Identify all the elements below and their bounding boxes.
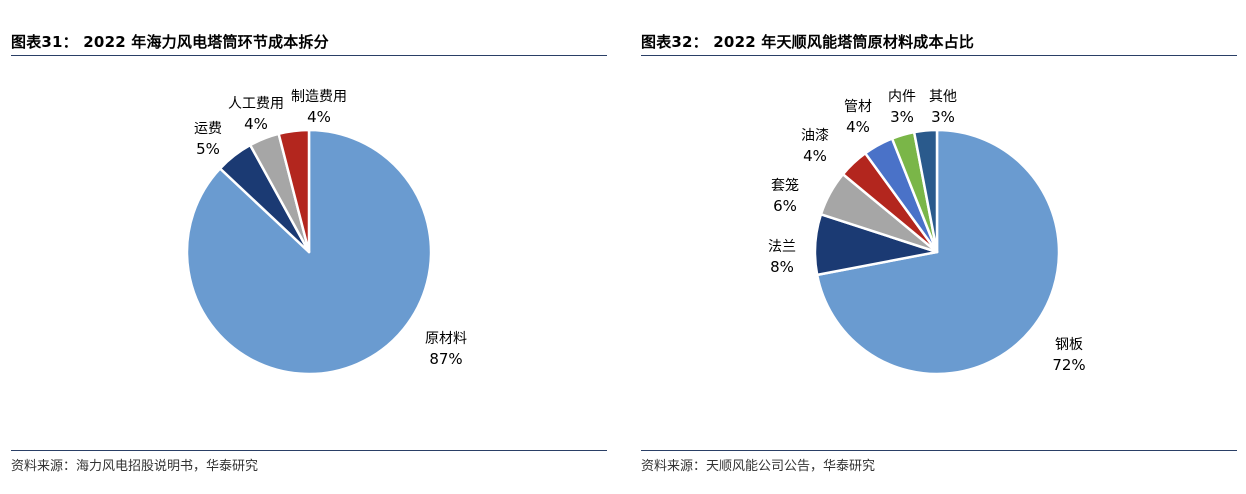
slice-label: 油漆 — [801, 128, 829, 144]
slice-value-label: 87% — [429, 350, 462, 368]
slice-label: 人工费用 — [228, 96, 284, 112]
slice-value-label: 72% — [1052, 356, 1085, 374]
slice-label: 运费 — [194, 121, 222, 137]
slice-value-label: 4% — [244, 115, 268, 133]
slice-value-label: 3% — [890, 108, 914, 126]
title-divider — [641, 55, 1237, 56]
source-note: 资料来源：海力风电招股说明书，华泰研究 — [11, 459, 259, 474]
source-divider — [641, 450, 1237, 451]
slice-label: 制造费用 — [291, 89, 347, 105]
slice-label: 内件 — [888, 89, 916, 105]
chart-title: 图表31： 2022 年海力风电塔筒环节成本拆分 — [11, 33, 329, 51]
slice-value-label: 5% — [196, 140, 220, 158]
pie-slice-7 — [912, 128, 939, 254]
slice-label: 其他 — [929, 89, 957, 105]
slice-label: 套笼 — [771, 177, 799, 194]
chart-panel-left: 图表31： 2022 年海力风电塔筒环节成本拆分 原材料 87% 运费 5% 人工费用 4… — [11, 0, 607, 494]
source-divider — [11, 450, 607, 451]
slice-label: 钢板 — [1055, 337, 1083, 353]
chart-title: 图表32： 2022 年天顺风能塔筒原材料成本占比 — [641, 33, 975, 51]
title-divider — [11, 55, 607, 56]
pie-chart-left: 原材料 87% 运费 5% 人工费用 4% 制造费用 4% — [185, 89, 467, 376]
slice-value-label: 4% — [846, 118, 870, 136]
slice-value-label: 4% — [307, 108, 331, 126]
pie-chart-right: 钢板 72% 法兰 8% 套笼 6% 油漆 4% 管材 4% 内件 3% 其他 3% — [768, 89, 1086, 376]
slice-value-label: 8% — [770, 258, 794, 276]
slice-label: 管材 — [844, 99, 872, 115]
chart-panel-right: 图表32： 2022 年天顺风能塔筒原材料成本占比 钢板 72% 法兰 8% 套笼 6% 油… — [641, 0, 1237, 494]
slice-value-label: 3% — [931, 108, 955, 126]
slice-value-label: 4% — [803, 147, 827, 165]
source-note: 资料来源：天顺风能公司公告，华泰研究 — [641, 459, 876, 474]
slice-label: 原材料 — [425, 331, 467, 347]
slice-label: 法兰 — [768, 239, 796, 255]
slice-value-label: 6% — [773, 197, 797, 215]
pie-slice-4 — [277, 128, 311, 254]
